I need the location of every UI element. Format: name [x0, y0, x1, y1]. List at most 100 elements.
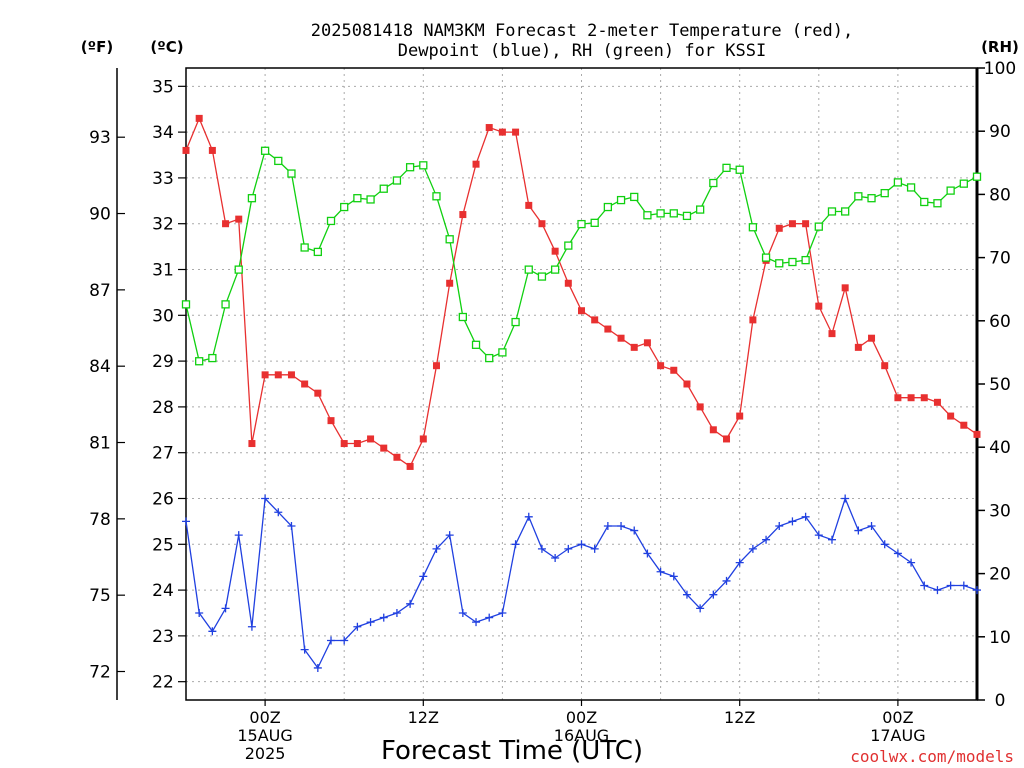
dewpoint-point [959, 581, 968, 590]
series-temperature [182, 114, 981, 470]
dewpoint-point [472, 618, 481, 627]
rh-point [300, 243, 309, 252]
dewpoint-point [392, 608, 401, 617]
temp-point [630, 343, 638, 351]
dewpoint-point [907, 558, 916, 567]
x-tick-label: 17AUG [870, 726, 925, 745]
temp-point [287, 371, 295, 379]
rh-point [880, 188, 889, 198]
dewpoint-point [419, 572, 428, 581]
rh-point [616, 195, 626, 205]
rh-tick-label: 60 [989, 312, 1011, 332]
rh-point [247, 194, 257, 203]
temp-point [643, 339, 651, 347]
x-tick-label: 12Z [408, 708, 439, 727]
temp-point [868, 334, 876, 342]
rh-point [366, 195, 375, 204]
x-tick-label: 16AUG [554, 726, 609, 745]
c-tick-label: 23 [152, 627, 174, 647]
rh-point [630, 192, 639, 202]
dewpoint-point [775, 521, 784, 530]
dewpoint-point [788, 517, 797, 526]
temp-point [947, 412, 955, 420]
rh-tick-label: 20 [989, 565, 1011, 585]
temp-point [472, 160, 480, 168]
dewpoint-point [234, 531, 243, 540]
dewpoint-point [709, 590, 718, 599]
dewpoint-point [762, 535, 771, 544]
temp-point [538, 220, 546, 228]
temp-point [788, 220, 796, 228]
rh-tick-label: 40 [989, 438, 1011, 458]
temp-point [854, 343, 862, 351]
x-tick-label: 2025 [245, 744, 286, 763]
rh-tick-label: 70 [989, 249, 1011, 269]
dewpoint-point [287, 521, 296, 530]
temp-point [340, 440, 348, 448]
rh-point [696, 205, 705, 214]
dewpoint-point [379, 613, 388, 622]
rh-point [471, 340, 481, 349]
temp-point [578, 307, 585, 315]
dewpoint-point [247, 622, 256, 631]
temp-point [393, 453, 401, 461]
dewpoint-point [564, 544, 573, 553]
right-unit-label: (RH) [981, 38, 1019, 56]
dewpoint-point [867, 521, 876, 530]
rh-point [195, 357, 204, 366]
rh-point [735, 165, 744, 174]
rh-point [564, 241, 573, 250]
temp-point [894, 394, 902, 402]
dewpoint-point [973, 586, 981, 595]
rh-point [946, 186, 955, 195]
temp-point [327, 417, 335, 425]
rh-tick-label: 0 [995, 691, 1006, 711]
temp-point [657, 362, 665, 370]
temp-point [498, 128, 506, 136]
dewpoint-point [537, 544, 546, 553]
rh-point [643, 211, 652, 220]
x-tick-label: 00Z [566, 708, 597, 727]
temp-point [696, 403, 704, 411]
dewpoint-point [432, 544, 441, 553]
rh-tick-label: 10 [989, 628, 1011, 648]
rh-point [841, 207, 850, 216]
dewpoint-point [854, 526, 863, 535]
rh-point [656, 209, 665, 218]
rh-point [867, 194, 876, 203]
rh-point [392, 176, 402, 185]
temp-point [235, 215, 243, 223]
rh-tick-label: 30 [989, 501, 1011, 521]
dewpoint-point [195, 608, 204, 617]
dewpoint-point [827, 535, 836, 544]
rh-point [854, 192, 863, 201]
f-tick-label: 87 [89, 281, 111, 301]
rh-point [722, 163, 731, 173]
left-unit-c-label: (ºC) [150, 38, 183, 56]
dewpoint-point [920, 581, 929, 590]
temp-point [182, 146, 190, 154]
dewpoint-point [880, 540, 889, 549]
temp-point [367, 435, 375, 443]
dewpoint-point [366, 618, 375, 627]
temp-point [195, 114, 203, 122]
c-tick-label: 26 [152, 489, 174, 509]
data-series [181, 114, 982, 672]
credit-text: coolwx.com/models [850, 747, 1014, 766]
temp-point [933, 398, 941, 406]
dewpoint-point [669, 572, 678, 581]
rh-point [432, 192, 441, 201]
dewpoint-point [511, 540, 520, 549]
dewpoint-line [185, 496, 978, 670]
c-tick-label: 35 [152, 77, 174, 97]
c-tick-label: 24 [152, 581, 174, 601]
dewpoint-point [498, 608, 507, 617]
temp-point [485, 124, 493, 132]
dewpoint-point [458, 608, 467, 617]
f-tick-label: 75 [89, 586, 111, 606]
temp-point [960, 421, 968, 429]
temp-point [920, 394, 928, 402]
dewpoint-point [182, 517, 190, 526]
rh-point [498, 348, 507, 357]
